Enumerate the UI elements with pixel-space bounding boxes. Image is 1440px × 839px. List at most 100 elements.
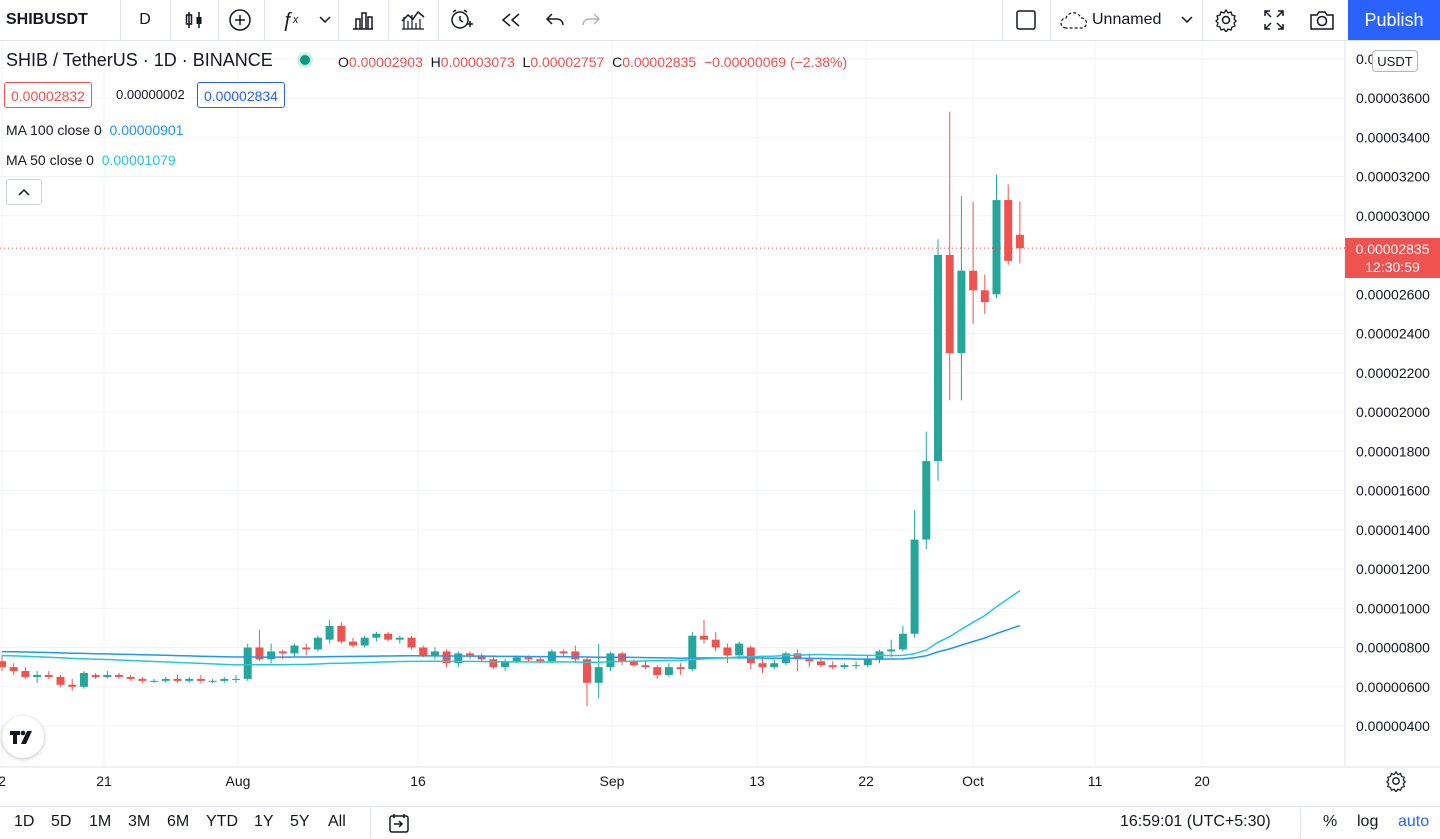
- toolbar-divider: [1202, 0, 1203, 40]
- candle-body: [1004, 200, 1013, 261]
- y-tick-label: 0.00001400: [1356, 522, 1430, 538]
- candle-body: [653, 667, 662, 675]
- bar-countdown: 12:30:59: [1365, 259, 1420, 275]
- x-tick-label: 13: [749, 773, 765, 789]
- candle-body: [969, 270, 978, 291]
- candles-icon[interactable]: [176, 0, 212, 40]
- candle-body: [267, 651, 276, 660]
- range-all[interactable]: All: [328, 813, 346, 830]
- range-3m[interactable]: 3M: [128, 813, 151, 830]
- y-tick-label: 0.00003400: [1356, 129, 1430, 145]
- chevron-down-icon[interactable]: [312, 0, 338, 40]
- ma50-label: MA 50 close 0: [6, 152, 94, 168]
- clock-timezone[interactable]: 16:59:01 (UTC+5:30): [1120, 813, 1271, 830]
- y-tick-label: 0.00000600: [1356, 679, 1430, 695]
- auto-scale-toggle[interactable]: auto: [1398, 813, 1430, 830]
- candle-body: [559, 651, 568, 654]
- publish-button[interactable]: Publish: [1348, 0, 1440, 40]
- change-value: −0.00000069 (−2.38%): [703, 54, 848, 70]
- templates-icon[interactable]: [394, 0, 432, 40]
- candle-body: [103, 674, 112, 677]
- candle-body: [863, 659, 872, 666]
- range-1m[interactable]: 1M: [89, 813, 112, 830]
- candle-body: [126, 676, 135, 679]
- log-scale-toggle[interactable]: log: [1357, 813, 1379, 830]
- chevron-up-icon: [18, 188, 30, 196]
- candle-body: [91, 674, 100, 677]
- toolbar-divider: [218, 0, 219, 40]
- tradingview-logo[interactable]: [2, 716, 44, 758]
- candle-body: [33, 674, 42, 677]
- candle-body: [56, 676, 65, 685]
- candle-body: [501, 661, 510, 668]
- range-5d[interactable]: 5D: [51, 813, 72, 830]
- spread-value: 0.00000002: [116, 87, 185, 102]
- x-tick-label: Sep: [600, 773, 625, 789]
- layout-square-icon[interactable]: [1008, 0, 1044, 40]
- candle-body: [945, 255, 954, 354]
- ohlc-values: O0.00002903 H0.00003073 L0.00002757 C0.0…: [338, 54, 847, 70]
- layout-name-label[interactable]: Unnamed: [1092, 11, 1162, 28]
- compare-add-icon[interactable]: [222, 0, 258, 40]
- interval-button[interactable]: D: [139, 11, 151, 28]
- toolbar-divider: [1300, 807, 1301, 838]
- chevron-down-icon[interactable]: [1176, 0, 1198, 40]
- camera-icon[interactable]: [1304, 0, 1340, 40]
- candle-body: [302, 647, 311, 650]
- y-tick-label: 0.00003000: [1356, 208, 1430, 224]
- x-tick-label: 21: [96, 773, 112, 789]
- candle-body: [150, 680, 159, 682]
- go-to-date-icon[interactable]: [388, 812, 410, 839]
- toolbar-divider: [388, 0, 389, 40]
- candle-body: [9, 667, 18, 672]
- percent-scale-toggle[interactable]: %: [1323, 813, 1338, 830]
- axis-settings-gear-icon[interactable]: [1385, 770, 1407, 797]
- cloud-icon[interactable]: [1058, 0, 1090, 40]
- candle-body: [758, 663, 767, 668]
- financials-icon[interactable]: [344, 0, 382, 40]
- redo-icon[interactable]: [574, 0, 608, 40]
- bottom-toolbar: 1D 5D 1M 3M 6M YTD 1Y 5Y All 16:59:01 (U…: [0, 806, 1440, 838]
- y-tick-label: 0.0: [1356, 51, 1376, 67]
- candle-body: [384, 633, 393, 640]
- candle-body: [664, 667, 673, 675]
- x-tick-label: 22: [858, 773, 874, 789]
- candle-body: [337, 625, 346, 642]
- toolbar-divider: [264, 0, 265, 40]
- price-chart[interactable]: 0.00000400 0.00000600 0.00000800 0.00001000…: [0, 41, 1440, 807]
- y-tick-label: 0.00001800: [1356, 443, 1430, 459]
- market-status-dot: [300, 55, 310, 65]
- alert-clock-icon[interactable]: [442, 0, 480, 40]
- candle-body: [980, 290, 989, 303]
- ma100-legend[interactable]: MA 100 close 0 0.00000901: [6, 122, 183, 138]
- y-tick-label: 0.00000800: [1356, 640, 1430, 656]
- range-1d[interactable]: 1D: [14, 813, 35, 830]
- candle-body: [79, 673, 88, 687]
- fullscreen-icon[interactable]: [1256, 0, 1292, 40]
- candle-body: [957, 270, 966, 354]
- range-5y[interactable]: 5Y: [290, 813, 310, 830]
- candle-body: [746, 647, 755, 664]
- open-key: O: [338, 54, 349, 70]
- gear-icon[interactable]: [1208, 0, 1244, 40]
- y-tick-label: 0.00002600: [1356, 286, 1430, 302]
- symbol-search-button[interactable]: SHIBUSDT: [6, 11, 88, 28]
- candle-body: [430, 651, 439, 656]
- buy-price-button[interactable]: 0.00002834: [197, 82, 285, 108]
- undo-icon[interactable]: [538, 0, 572, 40]
- range-1y[interactable]: 1Y: [254, 813, 274, 830]
- replay-icon[interactable]: [492, 0, 530, 40]
- currency-button[interactable]: USDT: [1372, 50, 1418, 72]
- collapse-legend-button[interactable]: [6, 179, 42, 205]
- candle-body: [700, 635, 708, 640]
- y-tick-label: 0.00003200: [1356, 169, 1430, 185]
- candle-body: [524, 657, 533, 660]
- candle-body: [887, 649, 896, 652]
- ma50-legend[interactable]: MA 50 close 0 0.00001079: [6, 152, 176, 168]
- y-tick-label: 0.00002400: [1356, 326, 1430, 342]
- range-ytd[interactable]: YTD: [206, 813, 238, 830]
- sell-price-button[interactable]: 0.00002832: [4, 82, 92, 108]
- candle-body: [138, 678, 147, 681]
- range-6m[interactable]: 6M: [167, 813, 190, 830]
